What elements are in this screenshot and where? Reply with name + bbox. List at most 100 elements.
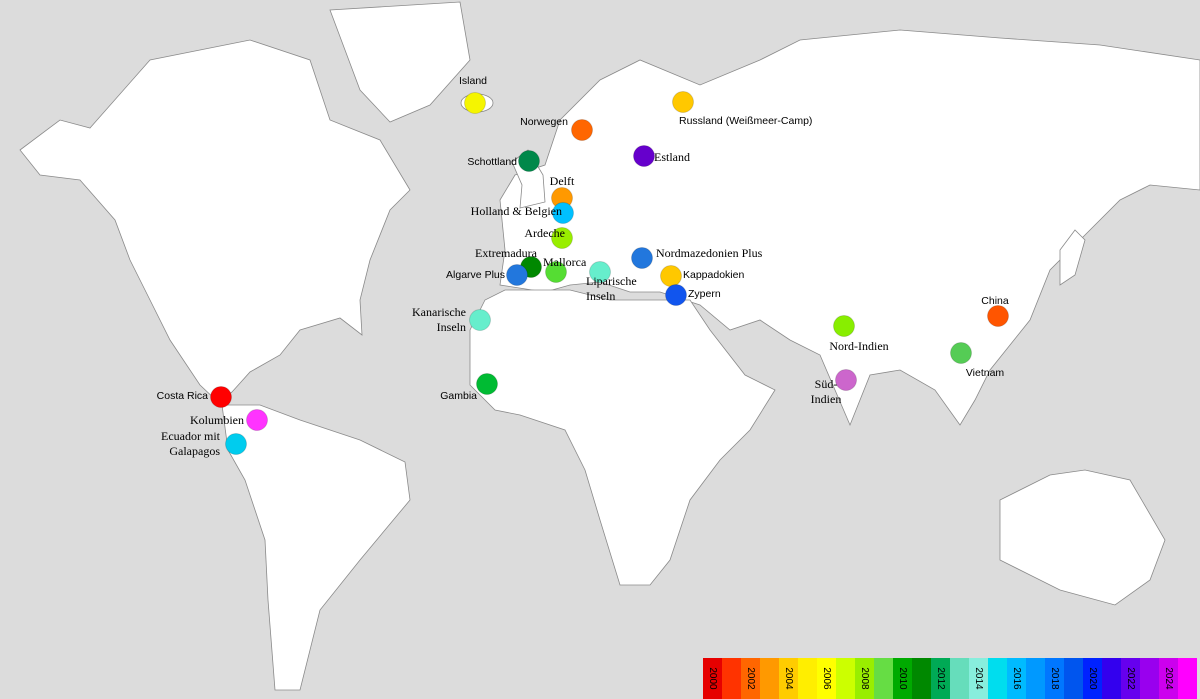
location-dot bbox=[633, 145, 655, 167]
legend-swatch bbox=[779, 658, 798, 699]
year-legend: 2000 2002 2004 2006 2008 2010 2012 2014 2016 2018… bbox=[703, 658, 1197, 699]
legend-swatch bbox=[874, 658, 893, 699]
location-dot bbox=[571, 119, 593, 141]
japan bbox=[1059, 229, 1086, 286]
legend-swatch bbox=[1045, 658, 1064, 699]
location-dot bbox=[987, 305, 1009, 327]
location-label: China bbox=[981, 295, 1009, 307]
legend-year: 2012 bbox=[935, 667, 946, 690]
legend-year: 2016 bbox=[1011, 667, 1022, 690]
legend-swatch bbox=[1026, 658, 1045, 699]
location-label: Nordmazedonien Plus bbox=[656, 246, 763, 260]
location-dot bbox=[225, 433, 247, 455]
location-dot bbox=[545, 261, 567, 283]
locations: Island Norwegen Russland (Weißmeer-Camp) Sc… bbox=[157, 75, 1009, 458]
legend-swatch bbox=[988, 658, 1007, 699]
location-dot bbox=[950, 342, 972, 364]
legend-swatch bbox=[969, 658, 988, 699]
legend-swatch bbox=[855, 658, 874, 699]
australia bbox=[999, 469, 1166, 606]
eurasia bbox=[499, 29, 1200, 427]
legend-swatch bbox=[1007, 658, 1026, 699]
legend-year: 2000 bbox=[707, 667, 718, 690]
location-label: Ecuador mit bbox=[161, 429, 221, 443]
legend-swatch bbox=[1178, 658, 1197, 699]
location-dot bbox=[518, 150, 540, 172]
location-dot bbox=[210, 386, 232, 408]
legend-year: 2020 bbox=[1087, 667, 1098, 690]
location-label: Russland (Weißmeer-Camp) bbox=[679, 115, 812, 127]
location-label: Süd- bbox=[815, 377, 838, 391]
legend-year: 2002 bbox=[745, 667, 756, 690]
legend-swatch bbox=[741, 658, 760, 699]
legend-year: 2024 bbox=[1163, 667, 1174, 690]
location-label: Nord-Indien bbox=[829, 339, 888, 353]
legend-swatch bbox=[722, 658, 741, 699]
greenland bbox=[329, 1, 471, 123]
location-label: Liparische bbox=[586, 274, 637, 288]
location-label: Inseln bbox=[586, 289, 615, 303]
legend-year: 2008 bbox=[859, 667, 870, 690]
location-dot bbox=[589, 261, 611, 283]
legend-swatch bbox=[760, 658, 779, 699]
legend-swatch bbox=[1102, 658, 1121, 699]
location-dot bbox=[660, 265, 682, 287]
legend-swatch bbox=[931, 658, 950, 699]
location-dot bbox=[506, 264, 528, 286]
location-label: Norwegen bbox=[520, 116, 568, 128]
legend-swatch bbox=[1121, 658, 1140, 699]
location-dot bbox=[631, 247, 653, 269]
location-dot bbox=[552, 202, 574, 224]
legend-swatch bbox=[836, 658, 855, 699]
location-label: Estland bbox=[654, 150, 690, 164]
legend-year: 2004 bbox=[783, 667, 794, 690]
location-label: Inseln bbox=[437, 320, 466, 334]
legend-swatch bbox=[1083, 658, 1102, 699]
location-dot bbox=[246, 409, 268, 431]
legend-year: 2022 bbox=[1125, 667, 1136, 690]
africa bbox=[469, 289, 776, 586]
legend-swatch bbox=[1140, 658, 1159, 699]
legend-swatch bbox=[1159, 658, 1178, 699]
location-label: Schottland bbox=[467, 156, 517, 168]
location-label: Ardeche bbox=[524, 226, 565, 240]
location-dot bbox=[833, 315, 855, 337]
legend-year: 2010 bbox=[897, 667, 908, 690]
location-label: Kanarische bbox=[412, 305, 466, 319]
location-dot bbox=[464, 92, 486, 114]
land bbox=[19, 1, 1200, 691]
location-label: Galapagos bbox=[169, 444, 220, 458]
location-label: Gambia bbox=[440, 390, 477, 402]
location-label: Indien bbox=[811, 392, 842, 406]
location-label: Extremadura bbox=[475, 246, 538, 260]
location-dot bbox=[551, 227, 573, 249]
legend-swatch bbox=[798, 658, 817, 699]
location-label: Kappadokien bbox=[683, 269, 744, 281]
south-america bbox=[221, 404, 411, 691]
location-dot bbox=[835, 369, 857, 391]
location-label: Delft bbox=[550, 174, 575, 188]
location-dot bbox=[672, 91, 694, 113]
legend-swatch bbox=[703, 658, 722, 699]
legend-swatch bbox=[950, 658, 969, 699]
location-dot bbox=[665, 284, 687, 306]
legend-year: 2014 bbox=[973, 667, 984, 690]
legend-year: 2018 bbox=[1049, 667, 1060, 690]
location-label: Holland & Belgien bbox=[471, 204, 562, 218]
location-label: Costa Rica bbox=[157, 390, 209, 402]
legend-year: 2006 bbox=[821, 667, 832, 690]
north-america bbox=[19, 39, 411, 403]
legend-swatch bbox=[817, 658, 836, 699]
legend-swatch bbox=[893, 658, 912, 699]
location-label: Algarve Plus bbox=[446, 269, 505, 281]
legend-swatch bbox=[1064, 658, 1083, 699]
location-label: Island bbox=[459, 75, 487, 87]
location-label: Mallorca bbox=[543, 255, 587, 269]
location-dot bbox=[476, 373, 498, 395]
location-label: Zypern bbox=[688, 288, 721, 300]
location-label: Vietnam bbox=[966, 367, 1005, 379]
legend-swatch bbox=[912, 658, 931, 699]
location-dot bbox=[469, 309, 491, 331]
location-label: Kolumbien bbox=[190, 413, 244, 427]
